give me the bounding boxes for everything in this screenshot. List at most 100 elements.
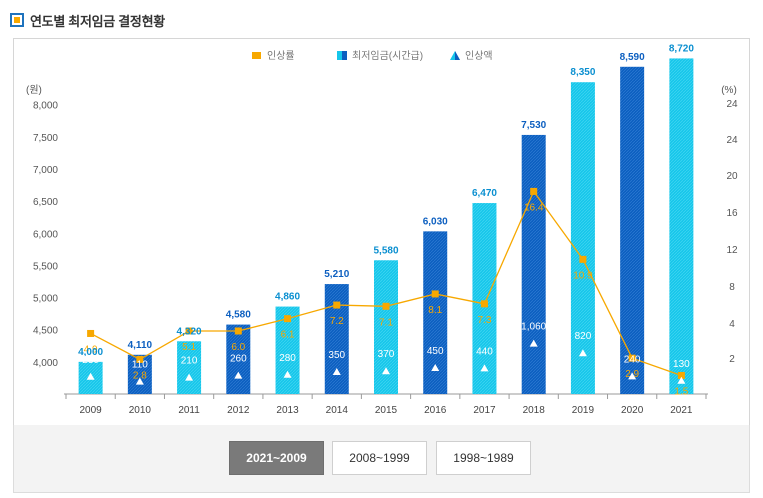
wage-bar-2019 (570, 82, 595, 394)
wage-value-label: 5,210 (324, 269, 349, 280)
rate-value-label: 2.8 (133, 370, 147, 381)
wage-bar-2018 (521, 134, 546, 394)
left-axis-tick-label: 7,000 (33, 165, 58, 176)
left-axis-tick-label: 5,000 (33, 294, 58, 305)
chart-panel: 인상률 최저임금(시간급) 인상액 (원) (%) 4,000 4,500 5,000 5,5… (13, 38, 750, 426)
legend-rate-swatch (252, 52, 261, 59)
rate-value-label: 8.1 (428, 305, 442, 316)
legend-increase-triangle-shade (455, 51, 460, 60)
legend-wage-swatch-dark (342, 51, 347, 60)
wage-value-label: 4,000 (78, 347, 103, 358)
increase-marker (578, 349, 587, 357)
page-title: 연도별 최저임금 결정현황 (30, 13, 165, 29)
legend-increase-label: 인상액 (465, 50, 493, 62)
rate-value-label: 7.2 (330, 316, 344, 327)
rate-value-label: 7.3 (478, 315, 492, 326)
increase-marker (234, 371, 243, 379)
wage-chart: 인상률 최저임금(시간급) 인상액 (원) (%) 4,000 4,500 5,000 5,5… (26, 43, 738, 416)
legend-rate-label: 인상률 (267, 50, 295, 62)
right-axis-tick-label: 2 (729, 354, 735, 365)
rate-marker (431, 290, 439, 298)
left-axis-tick-label: 6,000 (33, 229, 58, 240)
x-axis-tick-label: 2011 (178, 405, 200, 416)
wage-bar-2014 (324, 284, 349, 394)
legend-wage-swatch-light (337, 51, 342, 60)
x-axis-tick-label: 2021 (670, 405, 693, 416)
period-tab-bar: 2021~2009 2008~1999 1998~1989 (13, 425, 750, 493)
title-bar: 연도별 최저임금 결정현황 (10, 10, 165, 30)
x-axis-tick-label: 2012 (227, 405, 250, 416)
wage-value-label: 8,350 (570, 67, 595, 78)
wage-bar-2017 (472, 203, 497, 394)
rate-marker (530, 187, 538, 195)
increase-value-label: 440 (476, 346, 493, 357)
increase-marker (382, 367, 390, 375)
x-axis-tick-label: 2018 (523, 405, 546, 416)
right-axis-tick-label: 24 (726, 99, 738, 110)
increase-marker (628, 372, 637, 380)
rate-marker (628, 354, 636, 362)
increase-marker (283, 370, 292, 378)
tab-2008-1999[interactable]: 2008~1999 (332, 441, 427, 475)
rate-value-label: 5.1 (182, 342, 196, 353)
wage-value-label: 6,470 (472, 188, 497, 199)
bar-series (78, 58, 694, 395)
left-axis-tick-label: 4,000 (33, 358, 58, 369)
increase-value-label: 450 (427, 346, 444, 357)
wage-value-label: 8,720 (669, 43, 694, 54)
left-axis-tick-label: 8,000 (33, 101, 58, 112)
rate-value-label: 6.0 (231, 342, 245, 353)
x-axis-tick-label: 2019 (572, 405, 595, 416)
increase-value-label: 230 (82, 355, 99, 366)
chart-axes: (원) (%) 4,000 4,500 5,000 5,500 6,000 6,500 7,00… (26, 84, 738, 416)
title-square-icon (10, 13, 24, 27)
chart-legend: 인상률 최저임금(시간급) 인상액 (252, 49, 493, 62)
x-axis-tick-label: 2010 (129, 405, 152, 416)
increase-value-label: 110 (132, 360, 148, 371)
increase-value-label: 130 (673, 359, 690, 370)
increase-value-label: 210 (181, 356, 198, 367)
increase-value-label: 240 (624, 354, 641, 365)
left-axis-tick-label: 7,500 (33, 133, 58, 144)
wage-bar-2012 (226, 324, 251, 394)
left-axis-tick-label: 5,500 (33, 261, 58, 272)
wage-value-label: 4,110 (128, 340, 153, 351)
rate-marker (136, 355, 144, 363)
rate-marker (284, 315, 292, 323)
wage-bar-2021 (669, 58, 694, 394)
rate-marker (185, 327, 193, 335)
tab-1998-1989[interactable]: 1998~1989 (436, 441, 531, 475)
wage-value-label: 4,860 (275, 292, 300, 303)
increase-value-label: 820 (575, 331, 592, 342)
right-axis-tick-label: 20 (726, 171, 738, 182)
rate-value-label: 6.1 (281, 330, 295, 341)
right-axis-tick-label: 12 (726, 245, 738, 256)
data-labels: 4,000 4,110 4,320 4,580 4,860 5,210 5,580 6,030… (78, 43, 694, 385)
increase-marker (431, 364, 440, 371)
increase-marker (480, 364, 489, 372)
left-axis-tick-label: 6,500 (33, 197, 58, 208)
x-axis-tick-label: 2014 (326, 405, 349, 416)
wage-value-label: 6,030 (423, 216, 448, 227)
increase-marker (529, 339, 538, 347)
increase-value-label: 280 (279, 353, 296, 364)
increase-value-label: 350 (328, 350, 345, 361)
increase-value-label: 1,060 (521, 322, 546, 333)
rate-marker (677, 371, 685, 379)
increase-value-label: 370 (378, 349, 395, 360)
wage-value-label: 7,530 (521, 120, 546, 131)
rate-marker (382, 302, 390, 310)
increase-marker (185, 373, 194, 381)
x-axis-tick-label: 2017 (473, 405, 496, 416)
left-axis-unit: (원) (26, 84, 42, 96)
tab-2021-2009[interactable]: 2021~2009 (229, 441, 324, 475)
rate-value-label: 16.4 (524, 202, 544, 213)
x-axis-tick-label: 2015 (375, 405, 398, 416)
right-axis-unit: (%) (721, 85, 737, 96)
rate-marker (234, 327, 242, 335)
wage-value-label: 5,580 (373, 245, 398, 256)
wage-bar-2020 (620, 66, 645, 395)
x-axis-tick-label: 2020 (621, 405, 644, 416)
wage-value-label: 4,320 (177, 326, 202, 337)
increase-marker (86, 372, 95, 380)
